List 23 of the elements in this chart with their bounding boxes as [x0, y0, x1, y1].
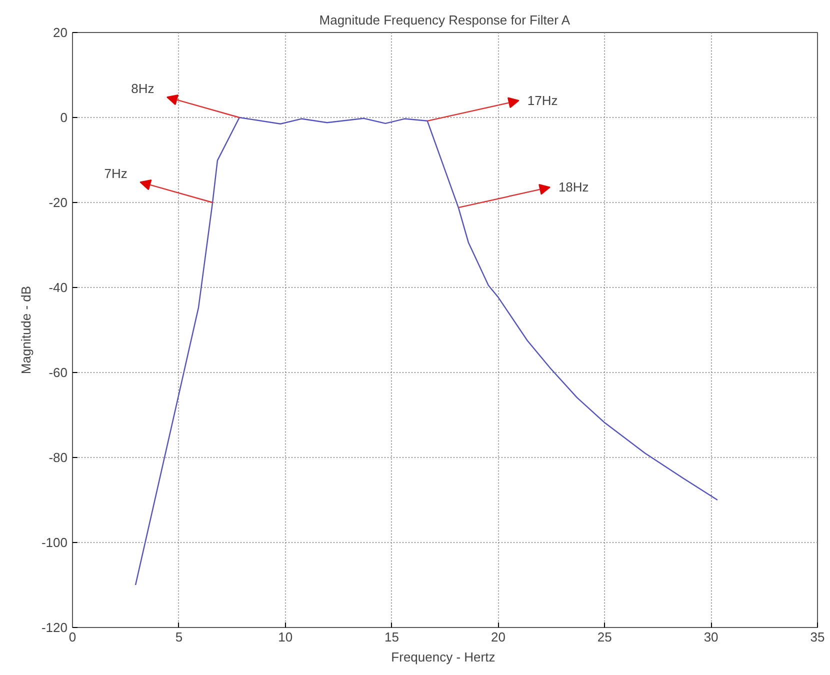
- x-tick-label: 35: [810, 630, 825, 644]
- y-tick-label: 0: [60, 110, 68, 125]
- annotation: 18Hz: [558, 180, 589, 195]
- x-tick-label: 15: [384, 630, 400, 644]
- y-tick-label: -20: [48, 195, 68, 210]
- y-axis-title: Magnitude - dB: [18, 286, 34, 374]
- y-tick-label: -100: [41, 535, 68, 550]
- y-tick-label: 20: [53, 25, 68, 40]
- line-series: [134, 116, 718, 586]
- y-tick-label: -60: [48, 365, 68, 380]
- x-tick-label: 10: [278, 630, 293, 644]
- annotation: 17Hz: [527, 93, 558, 108]
- annotation: 8Hz: [131, 81, 154, 96]
- y-tick-label: -40: [48, 280, 68, 295]
- x-tick-label: 5: [175, 630, 183, 644]
- annotation: 7Hz: [104, 166, 128, 182]
- x-tick-label: 25: [597, 630, 612, 644]
- x-axis-title: Frequency - Hertz: [391, 650, 496, 664]
- y-tick-label: -120: [41, 620, 68, 635]
- x-tick-label: 20: [490, 630, 506, 644]
- y-tick-label: -80: [48, 450, 68, 465]
- chart-title: Magnitude Frequency Response for Filter A: [319, 12, 570, 28]
- x-tick-label: 30: [704, 630, 718, 644]
